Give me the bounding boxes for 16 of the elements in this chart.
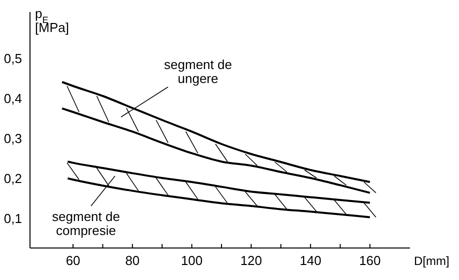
- line-series: [61, 107, 371, 194]
- x-tick-label: 100: [180, 253, 203, 268]
- y-tick-label: 0,3: [4, 131, 22, 146]
- y-tick-label: 0,1: [4, 211, 22, 226]
- y-tick-label: 0,5: [4, 51, 22, 66]
- x-tick-label: 80: [125, 253, 140, 268]
- annotation: segment de ungere: [164, 57, 232, 86]
- x-axis-title: D[mm]: [414, 254, 450, 268]
- y-axis-title: p$_{E}$ [MPa]: [35, 6, 69, 35]
- annotation: segment de compresie: [52, 209, 120, 238]
- x-tick-label: 120: [240, 253, 262, 268]
- y-tick-label: 0,4: [4, 91, 22, 106]
- x-tick-label: 60: [66, 253, 80, 268]
- x-tick-label: 140: [300, 253, 322, 268]
- y-tick-label: 0,2: [4, 171, 22, 186]
- x-tick-label: 160: [359, 253, 381, 268]
